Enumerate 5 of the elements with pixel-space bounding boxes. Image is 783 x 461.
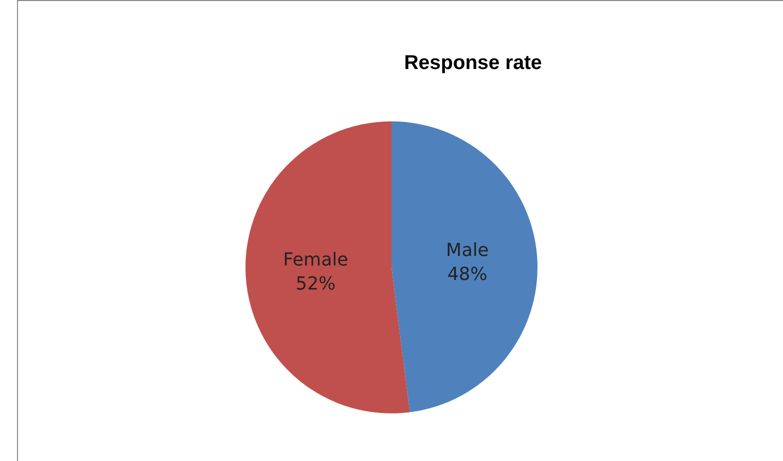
chart-title: Response rate — [404, 52, 542, 74]
data-label: 48% — [447, 264, 488, 286]
slice-label: Male — [446, 240, 489, 262]
slice-label: Female — [283, 250, 348, 271]
data-label: 52% — [296, 274, 336, 295]
